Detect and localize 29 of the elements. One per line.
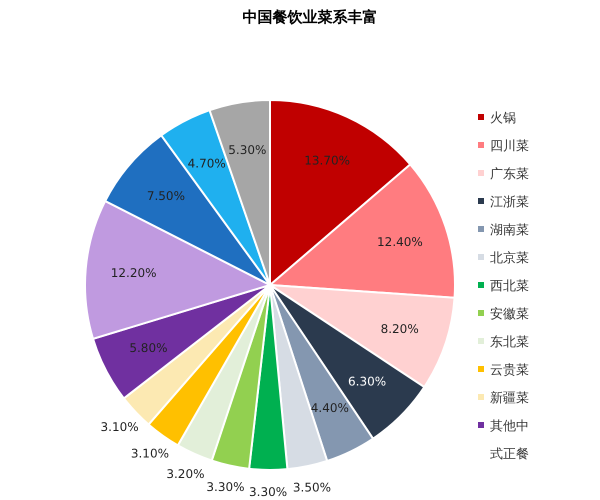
data-label: 3.50%: [292, 480, 332, 495]
legend-label: 四川菜: [490, 139, 529, 154]
data-label: 7.50%: [146, 189, 185, 204]
legend-label: 新疆菜: [490, 391, 529, 406]
data-label: 12.40%: [377, 234, 423, 249]
data-label: 4.40%: [310, 401, 349, 416]
data-label: 3.10%: [130, 446, 169, 461]
data-label: 6.30%: [348, 374, 386, 388]
legend-label: 北京菜: [490, 251, 529, 266]
data-label: 5.30%: [228, 142, 266, 157]
chart-title: 中国餐饮业菜系丰富: [242, 8, 378, 26]
data-label: 4.70%: [188, 156, 226, 171]
legend-label: 东北菜: [490, 335, 529, 350]
data-label: 3.30%: [206, 480, 245, 494]
data-label: 3.10%: [100, 420, 139, 434]
legend-label: 西北菜: [490, 279, 529, 294]
legend-label: 江浙菜: [490, 195, 529, 210]
data-label: 3.20%: [166, 466, 204, 481]
legend-label: 火锅: [490, 111, 516, 126]
data-label: 8.20%: [380, 322, 419, 336]
legend-label: 湖南菜: [490, 223, 529, 238]
legend-label: 其他中式正餐: [490, 419, 529, 462]
data-label: 5.80%: [129, 340, 168, 355]
legend-label: 安徽菜: [490, 306, 529, 322]
data-label: 13.70%: [304, 154, 350, 168]
data-label: 12.20%: [110, 266, 157, 280]
legend-label: 云贵菜: [490, 363, 529, 378]
legend-label: 广东菜: [490, 167, 529, 182]
data-label: 3.30%: [248, 484, 288, 499]
